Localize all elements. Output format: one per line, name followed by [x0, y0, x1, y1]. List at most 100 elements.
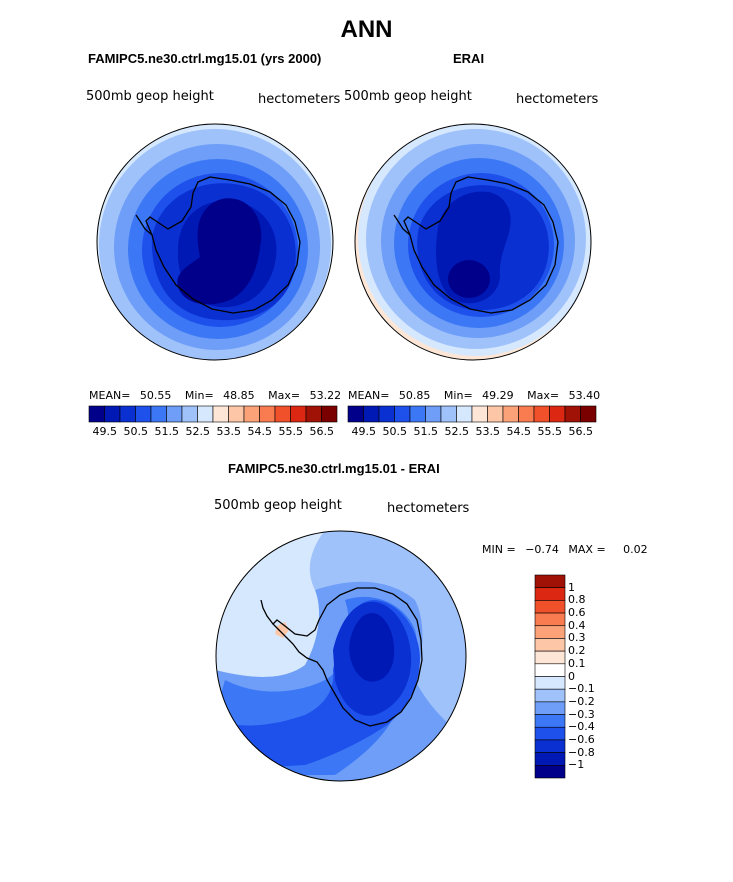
panel1-colorbar-tick-label: 52.5: [185, 425, 211, 438]
panel1-colorbar-swatch: [104, 405, 121, 423]
panel2-stats: MEAN= 50.85 Min= 49.29 Max= 53.40: [348, 389, 600, 402]
panel1-colorbar-swatch: [135, 405, 152, 423]
panel3-colorbar-swatch: [534, 676, 566, 690]
panel3-peninsula: [260, 599, 274, 625]
panel2-peninsula: [393, 214, 411, 236]
panel3-min-value: −0.74: [525, 543, 559, 556]
panel2-map-border: [354, 123, 592, 361]
panel1-antarctica-coastline: [145, 176, 301, 314]
panel2-colorbar-swatch: [409, 405, 426, 423]
panel1-max-label: Max=: [268, 389, 301, 402]
panel1-colorbar-swatch: [166, 405, 183, 423]
panel3-colorbar: [534, 574, 566, 779]
panel3-colorbar-tick-label: −0.2: [568, 694, 595, 708]
panel2-colorbar-tick-label: 53.5: [475, 425, 501, 438]
panel1-map-border: [96, 123, 334, 361]
panel3-title: FAMIPC5.ne30.ctrl.mg15.01 - ERAI: [228, 461, 440, 476]
panel2-colorbar-swatch: [533, 405, 550, 423]
panel3-colorbar-swatch: [534, 688, 566, 703]
panel3-stats: MIN = −0.74 MAX = 0.02: [482, 543, 648, 556]
panel2-colorbar-swatch: [440, 405, 457, 423]
panel2-colorbar-swatch: [425, 405, 442, 423]
panel3-antarctica-coastline: [272, 587, 423, 727]
panel1-colorbar: [88, 405, 338, 423]
panel1-mean-value: 50.55: [139, 389, 172, 402]
panel3-units-label: hectometers: [387, 501, 470, 516]
panel1-colorbar-swatch: [150, 405, 167, 423]
panel1-colorbar-swatch: [290, 405, 307, 423]
panel2-title: ERAI: [453, 51, 485, 66]
panel3-zero-region: [216, 531, 325, 677]
panel2-antarctica-coastline: [403, 176, 559, 314]
panel2-colorbar-swatch: [456, 405, 473, 423]
panel2-colorbar-tick-label: 54.5: [506, 425, 532, 438]
main-title: ANN: [340, 16, 393, 43]
panel1-stats: MEAN= 50.55 Min= 48.85 Max= 53.22: [89, 389, 341, 402]
panel2-colorbar-swatch: [564, 405, 581, 423]
panel2-colorbar-swatch: [363, 405, 380, 423]
panel3-colorbar-swatch: [534, 765, 566, 779]
panel3-colorbar-swatch: [534, 752, 566, 766]
panel2-min-value: 49.29: [482, 389, 514, 402]
panel3-colorbar-swatch: [534, 701, 566, 715]
panel1-colorbar-tick-label: 56.5: [309, 425, 335, 438]
panel2-colorbar: [347, 405, 597, 423]
panel3-colorbar-tick-label: 0.1: [568, 656, 586, 670]
panel1-polar-map: [96, 123, 334, 361]
panel2-colorbar-tick-label: 52.5: [444, 425, 470, 438]
panel3-colorbar-swatch: [534, 600, 566, 614]
panel2-colorbar-swatch: [394, 405, 411, 423]
panel1-colorbar-tick-label: 54.5: [247, 425, 273, 438]
panel3-colorbar-tick-label: 0.3: [568, 631, 586, 645]
panel3-map-border: [215, 530, 467, 782]
panel3-colorbar-swatch: [534, 714, 566, 728]
panel1-colorbar-swatch: [259, 405, 276, 423]
panel3-colorbar-swatch: [534, 663, 566, 677]
panel3-colorbar-tick-label: 0.6: [568, 606, 586, 620]
panel3-colorbar-swatch: [534, 625, 566, 639]
panel3-colorbar-tick-label: 1: [568, 580, 575, 594]
panel1-colorbar-tick-label: 49.5: [92, 425, 118, 438]
panel2-colorbar-tick-label: 49.5: [351, 425, 377, 438]
panel2-colorbar-swatch: [518, 405, 535, 423]
panel1-colorbar-swatch: [228, 405, 245, 423]
panel2-max-value: 53.40: [568, 389, 601, 402]
panel3-colorbar-swatch: [534, 726, 566, 741]
panel2-colorbar-tick-label: 55.5: [537, 425, 563, 438]
panel2-band-7: [448, 260, 490, 298]
panel3-colorbar-labels: 1 0.8 0.6 0.4 0.3 0.2 0.1 0 −0.1 −0.2 −0.3 −0.4 −0.6…: [568, 575, 628, 778]
panel2-variable-label: 500mb geop height: [344, 89, 472, 104]
panel2-colorbar-swatch: [471, 405, 488, 423]
panel3-max-value: 0.02: [623, 543, 648, 556]
panel1-variable-label: 500mb geop height: [86, 89, 214, 104]
panel1-colorbar-tick-label: 53.5: [216, 425, 242, 438]
panel2-colorbar-tick-label: 51.5: [413, 425, 439, 438]
panel2-colorbar-swatch: [580, 405, 597, 423]
panel3-region-6: [349, 613, 395, 682]
panel1-colorbar-tick-label: 50.5: [123, 425, 149, 438]
panel3-colorbar-swatch: [534, 612, 566, 627]
panel1-colorbar-swatch: [243, 405, 260, 423]
panel1-colorbar-tick-label: 51.5: [154, 425, 180, 438]
panel2-mean-label: MEAN=: [348, 389, 390, 402]
panel1-colorbar-tick-label: 55.5: [278, 425, 304, 438]
panel3-colorbar-tick-label: −0.4: [568, 720, 595, 734]
panel1-colorbar-swatch: [274, 405, 291, 423]
panel3-colorbar-swatch: [534, 638, 566, 652]
panel1-colorbar-swatch: [321, 405, 338, 423]
panel3-min-label: MIN =: [482, 543, 516, 556]
panel3-colorbar-swatch: [534, 574, 566, 588]
panel2-colorbar-tick-label: 50.5: [382, 425, 408, 438]
panel2-colorbar-tick-label: 56.5: [568, 425, 594, 438]
panel3-colorbar-swatch: [534, 739, 566, 753]
panel3-colorbar-tick-label: 0.2: [568, 644, 586, 658]
panel2-polar-map: [354, 123, 592, 361]
panel2-colorbar-swatch: [549, 405, 566, 423]
panel2-colorbar-swatch: [378, 405, 395, 423]
panel1-colorbar-labels: 49.5 50.5 51.5 52.5 53.5 54.5 55.5 56.5: [89, 425, 337, 439]
panel3-colorbar-swatch: [534, 587, 566, 601]
panel3-colorbar-tick-label: 0.4: [568, 618, 586, 632]
panel3-colorbar-swatch: [534, 650, 566, 665]
panel1-min-label: Min=: [184, 389, 214, 402]
panel2-colorbar-swatch: [502, 405, 519, 423]
